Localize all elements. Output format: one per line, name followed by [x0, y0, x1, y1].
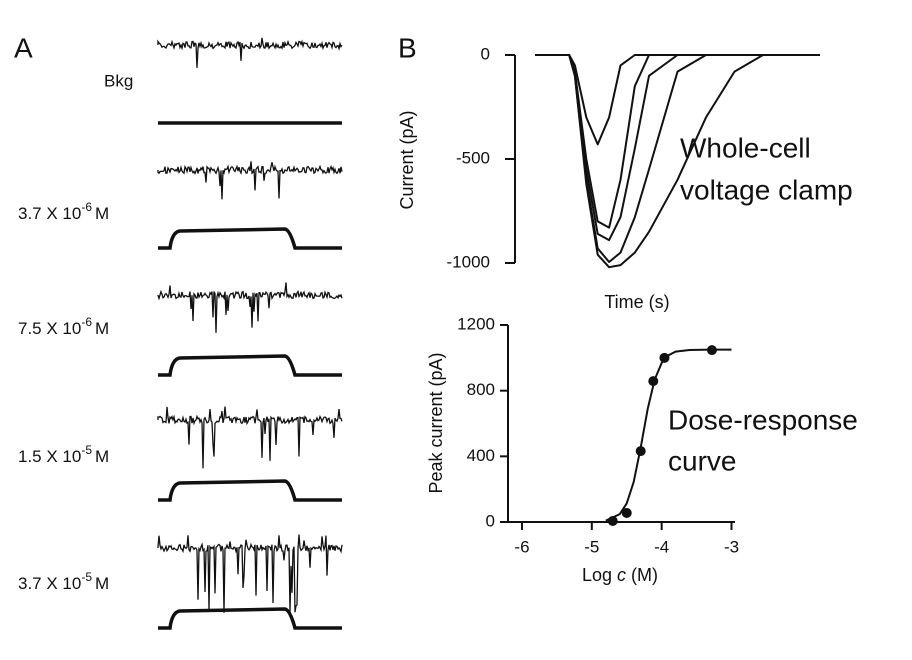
x-tick-label: -3	[724, 537, 739, 556]
data-point	[648, 376, 659, 387]
unit: M	[95, 574, 109, 593]
x-axis-label: Log c (M)	[582, 565, 658, 585]
y-tick-label: 800	[467, 380, 495, 399]
panel-label: B	[398, 32, 417, 63]
unit: M	[95, 447, 109, 466]
exponent: -6	[81, 200, 92, 214]
condition-label: 1.5 X 10-5 M	[18, 443, 109, 466]
stimulus-trace	[158, 227, 342, 250]
condition-label: 3.7 X 10-5 M	[18, 570, 109, 593]
x-tick-label: -5	[584, 537, 599, 556]
x-tick-label: -6	[514, 537, 529, 556]
recording-trace	[157, 406, 343, 469]
stimulus-trace	[158, 607, 342, 630]
data-point	[607, 516, 618, 527]
annotation: voltage clamp	[680, 174, 853, 205]
x-label-part: Log	[582, 565, 612, 585]
x-label-part: c	[617, 565, 626, 585]
recording-trace	[157, 282, 343, 333]
stimulus-trace	[158, 479, 342, 502]
stimulus-trace	[158, 354, 342, 377]
annotation: Whole-cell	[680, 132, 811, 163]
x-tick-label: -4	[654, 537, 669, 556]
current-trace	[535, 54, 820, 269]
data-point	[706, 345, 717, 356]
y-tick-label: 400	[467, 446, 495, 465]
unit: M	[95, 319, 109, 338]
recording-trace	[157, 161, 343, 200]
panel-label: A	[14, 32, 33, 63]
mantissa: 3.7 X 10	[18, 204, 81, 223]
mantissa: 3.7 X 10	[18, 574, 81, 593]
exponent: -5	[81, 443, 92, 457]
y-axis-label: Peak current (pA)	[426, 352, 446, 493]
y-tick-label: -500	[456, 148, 490, 167]
y-tick-label: -1000	[447, 252, 490, 271]
condition-label: 7.5 X 10-6 M	[18, 315, 109, 338]
data-point	[635, 446, 646, 457]
unit: M	[95, 204, 109, 223]
y-axis-label: Current (pA)	[397, 110, 417, 209]
recording-trace	[157, 534, 343, 613]
y-tick-label: 1200	[457, 314, 495, 333]
data-point	[621, 507, 632, 518]
annotation: curve	[668, 445, 736, 476]
exponent: -6	[81, 315, 92, 329]
data-point	[659, 352, 670, 363]
exponent: -5	[81, 570, 92, 584]
y-tick-label: 0	[481, 44, 490, 63]
y-tick-label: 0	[486, 511, 495, 530]
annotation: Dose-response	[668, 404, 858, 435]
condition-label: Bkg	[104, 71, 133, 90]
mantissa: 1.5 X 10	[18, 447, 81, 466]
condition-label: 3.7 X 10-6 M	[18, 200, 109, 223]
mantissa: 7.5 X 10	[18, 319, 81, 338]
recording-trace	[157, 37, 343, 68]
x-axis-label: Time (s)	[604, 292, 669, 312]
x-label-part: (M)	[631, 565, 658, 585]
